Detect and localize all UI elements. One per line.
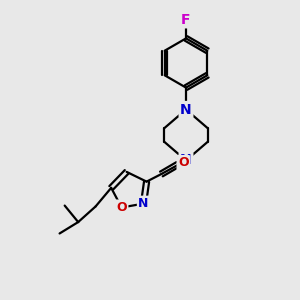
Text: N: N xyxy=(180,103,192,116)
Text: N: N xyxy=(138,197,149,210)
Text: O: O xyxy=(116,201,127,214)
Text: F: F xyxy=(181,13,191,27)
Text: O: O xyxy=(178,156,189,170)
Text: N: N xyxy=(180,154,192,167)
